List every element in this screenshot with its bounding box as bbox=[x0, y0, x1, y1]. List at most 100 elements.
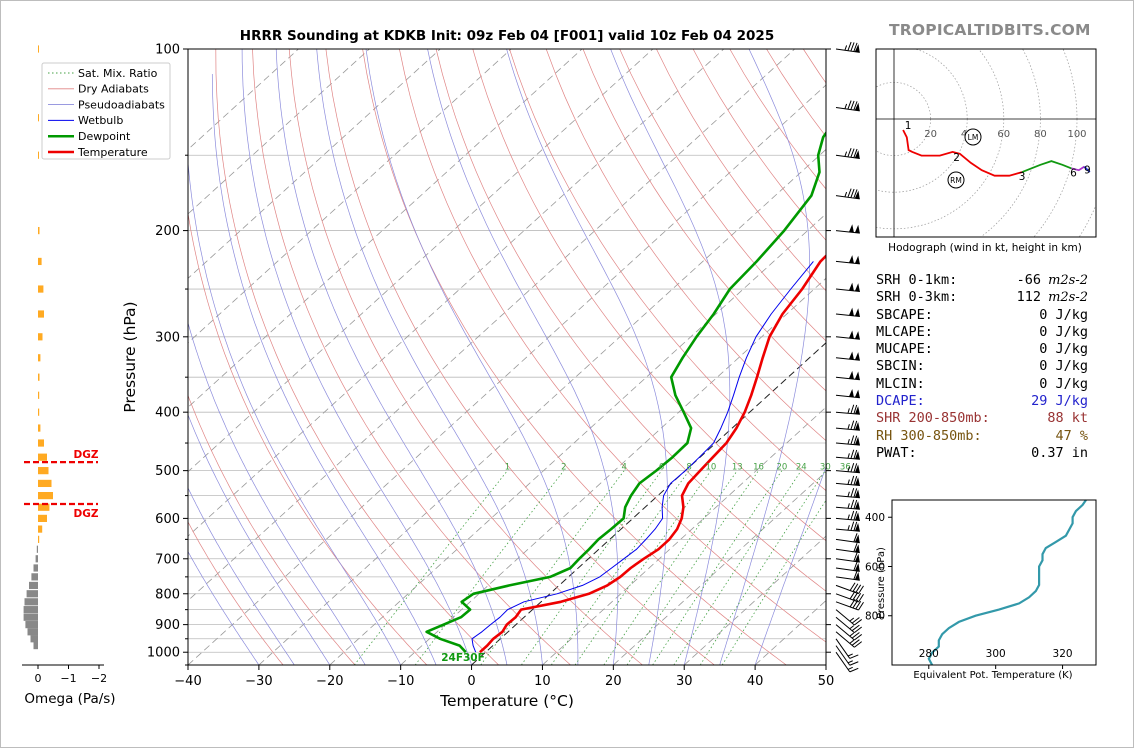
y-tick-label: 200 bbox=[155, 224, 180, 239]
barb-full bbox=[851, 617, 860, 624]
stat-label: DCAPE: bbox=[876, 393, 925, 410]
barb-pennant bbox=[854, 563, 860, 572]
barb-staff bbox=[835, 313, 860, 318]
omega-bar bbox=[38, 479, 52, 488]
mixing-ratio-label: 4 bbox=[622, 463, 627, 473]
omega-bar bbox=[38, 226, 40, 235]
omega-bar bbox=[35, 555, 38, 563]
barb-full bbox=[852, 591, 859, 601]
barb-full bbox=[850, 487, 855, 498]
omega-bar bbox=[38, 535, 40, 543]
mixing-ratio-line bbox=[673, 470, 802, 665]
mixing-ratio-line bbox=[353, 470, 508, 665]
omega-bar bbox=[38, 45, 39, 53]
omega-bar bbox=[26, 590, 38, 598]
mixing-ratio-label: 20 bbox=[776, 463, 787, 473]
barb-pennant bbox=[854, 553, 860, 563]
barb-full bbox=[853, 488, 858, 498]
y-tick-label: 600 bbox=[155, 512, 180, 527]
barb-full bbox=[850, 510, 855, 520]
mixing-ratio-line bbox=[721, 499, 826, 665]
barb-full bbox=[853, 463, 858, 473]
theta-e-panel: 400 600 800 280 300 320 Equivalent Pot. Temper… bbox=[865, 499, 1097, 681]
barb-staff bbox=[835, 288, 860, 293]
hodograph-plot bbox=[876, 49, 1096, 237]
omega-bar bbox=[38, 453, 47, 461]
barb-staff bbox=[835, 558, 860, 563]
barb-staff bbox=[835, 584, 859, 595]
hodograph-trace bbox=[1083, 165, 1091, 173]
skewt-plot-area bbox=[188, 49, 826, 665]
dgz-label-upper: DGZ bbox=[74, 449, 99, 461]
pseudoadiabat-line bbox=[610, 49, 731, 665]
pseudoadiabat-line bbox=[188, 487, 295, 665]
legend-entry: Dry Adiabats bbox=[78, 83, 149, 96]
mixing-ratio-label: 2 bbox=[561, 463, 566, 473]
barb-half bbox=[847, 660, 853, 664]
omega-bar bbox=[27, 628, 38, 636]
skewt-axes-frame bbox=[187, 48, 827, 666]
stat-value: 29 J/kg bbox=[1031, 393, 1088, 410]
barb-half bbox=[844, 151, 848, 157]
x-tick-label: 0 bbox=[467, 674, 475, 689]
barb-pennant bbox=[854, 102, 860, 111]
barb-pennant bbox=[848, 351, 854, 360]
pseudoadiabat-line bbox=[211, 73, 437, 665]
theta-e-y-tick-label: 600 bbox=[865, 561, 885, 573]
barb-staff bbox=[835, 538, 860, 544]
stat-row: SHR 200-850mb: 88 kt bbox=[876, 410, 1088, 427]
wind-barb bbox=[835, 388, 860, 399]
dry-adiabat-line bbox=[509, 49, 826, 492]
omega-bar bbox=[38, 408, 40, 416]
sounding-indices-panel: SRH 0-1km: -66 m2s-2 SRH 0-3km: 112 m2s-2 SBCA… bbox=[876, 272, 1088, 462]
barb-pennant bbox=[848, 255, 854, 264]
stat-value: 0.37 in bbox=[1031, 444, 1088, 461]
omega-bar bbox=[38, 391, 40, 399]
x-tick-label: −40 bbox=[174, 674, 201, 689]
barb-staff bbox=[835, 357, 860, 361]
barb-half bbox=[847, 653, 853, 657]
hodograph-ring-label: 60 bbox=[997, 129, 1010, 140]
barb-full bbox=[850, 449, 855, 459]
barb-full bbox=[853, 148, 858, 158]
omega-bar bbox=[38, 525, 43, 533]
stat-row: MUCAPE: 0 J/kg bbox=[876, 341, 1088, 358]
theta-e-x-tick-label: 280 bbox=[919, 648, 939, 660]
wind-barbs bbox=[835, 41, 864, 673]
chart-title: HRRR Sounding at KDKB Init: 09z Feb 04 [… bbox=[240, 28, 774, 44]
stat-value: 0 J/kg bbox=[1039, 358, 1088, 375]
barb-staff bbox=[835, 651, 851, 673]
surface-temp-annotation: 24F30F bbox=[441, 652, 485, 664]
pseudoadiabat-line bbox=[188, 550, 260, 665]
omega-tick-label: −2 bbox=[91, 672, 107, 685]
stat-value: -66 m2s-2 bbox=[1017, 272, 1088, 289]
omega-bar bbox=[38, 151, 39, 159]
isotherm-line bbox=[188, 49, 583, 408]
dry-adiabat-line bbox=[188, 210, 428, 665]
x-tick-label: 40 bbox=[747, 674, 764, 689]
omega-bar bbox=[23, 606, 38, 614]
omega-bar bbox=[38, 373, 40, 381]
hodograph-height-label: 2 bbox=[953, 152, 960, 164]
x-tick-label: 50 bbox=[818, 674, 835, 689]
barb-full bbox=[855, 584, 862, 593]
stat-label: SRH 0-1km: bbox=[876, 272, 958, 288]
wind-barb bbox=[835, 624, 863, 641]
stat-label: SRH 0-3km: bbox=[876, 289, 958, 306]
dry-adiabat-line bbox=[472, 49, 826, 542]
stat-value: 0 J/kg bbox=[1039, 306, 1088, 323]
barb-half bbox=[844, 191, 848, 198]
barb-full bbox=[850, 148, 855, 158]
barb-full bbox=[850, 435, 855, 445]
isotherm-line bbox=[188, 49, 725, 537]
wetbulb-profile bbox=[471, 261, 814, 653]
mixing-ratio-label: 13 bbox=[732, 463, 743, 473]
barb-full bbox=[851, 632, 860, 639]
barb-full bbox=[849, 598, 856, 608]
stat-label: RH 300-850mb: bbox=[876, 427, 982, 444]
mixing-ratio-label: 6 bbox=[659, 463, 664, 473]
barb-staff bbox=[835, 631, 855, 648]
barb-full bbox=[853, 511, 858, 521]
wind-barb bbox=[835, 521, 860, 532]
barb-half bbox=[849, 639, 855, 644]
